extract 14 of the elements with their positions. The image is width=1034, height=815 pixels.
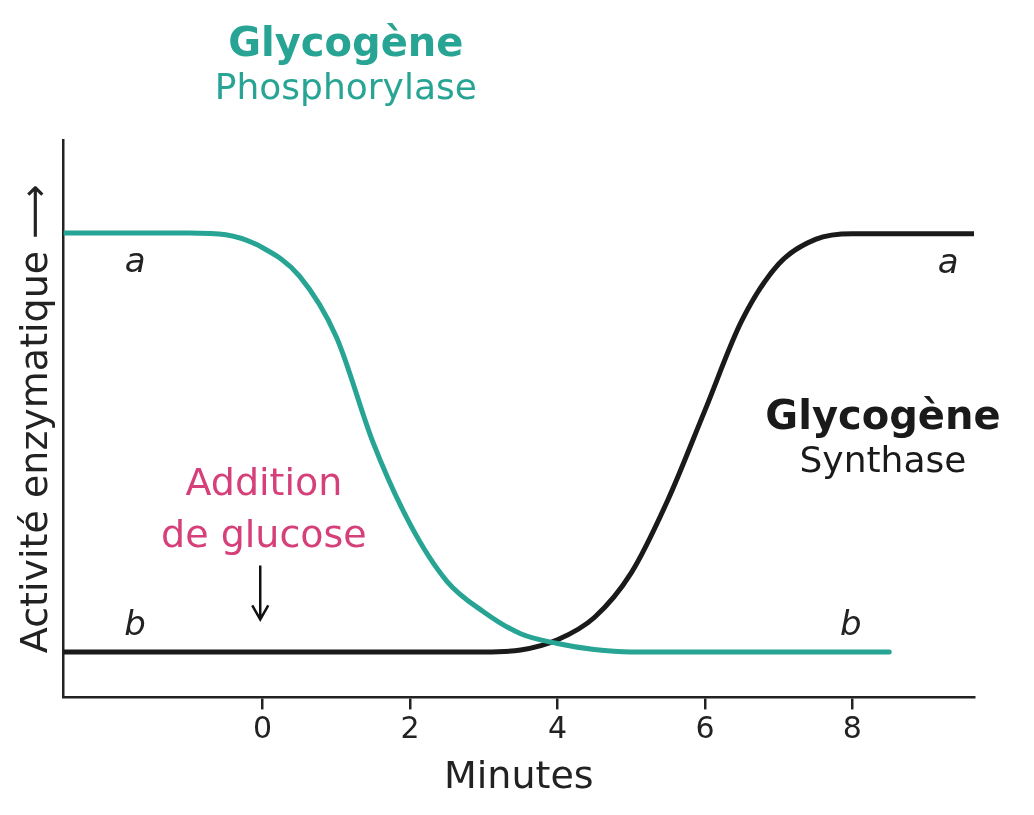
x-tick-label: 2 — [400, 710, 420, 746]
x-axis-title: Minutes — [444, 753, 594, 798]
x-tick-label: 0 — [253, 710, 273, 746]
annotation: a — [124, 239, 146, 280]
series-label: Glycogène Synthase — [765, 392, 1001, 481]
annotation: b — [124, 602, 146, 643]
y-axis-title: Activité enzymatique ⟶ — [11, 184, 56, 654]
x-tick-label: 8 — [842, 710, 862, 746]
x-tick-label: 6 — [695, 710, 715, 746]
x-tick-label: 4 — [547, 710, 568, 746]
annotation: a — [937, 240, 959, 281]
annotation: Addition de glucose — [161, 460, 367, 557]
text: Glycogène Phosphorylase — [214, 18, 477, 107]
annotation: b — [840, 602, 862, 643]
